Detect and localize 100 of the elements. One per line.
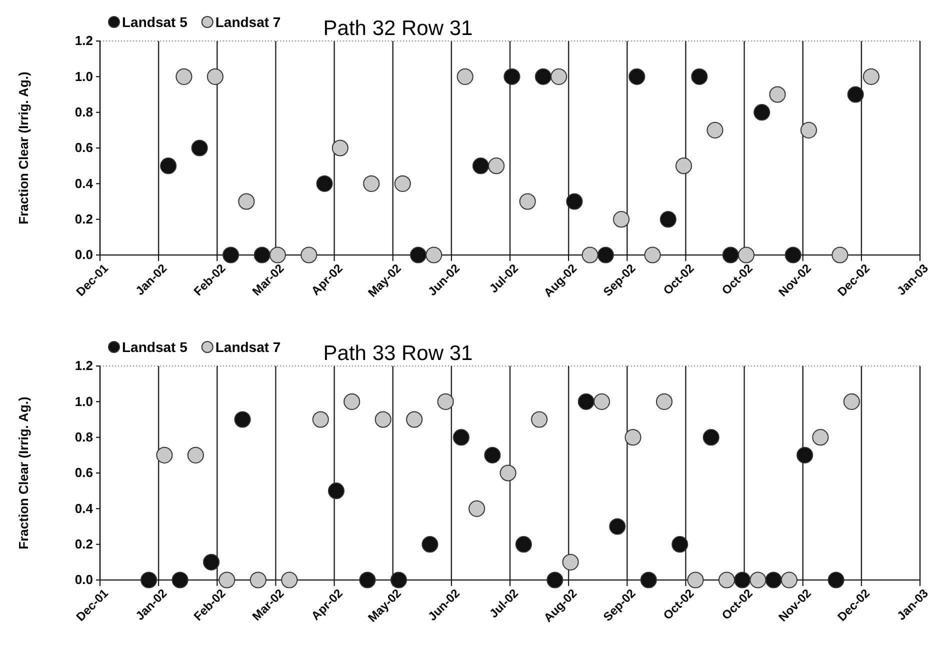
point <box>597 246 614 264</box>
point <box>750 572 766 588</box>
y-tick-label: 0.4 <box>74 500 94 516</box>
y-tick-label: 0.8 <box>74 104 93 120</box>
y-tick-label: 0.6 <box>74 465 93 480</box>
point <box>675 158 692 174</box>
y-tick-label: 0.4 <box>74 176 94 191</box>
point <box>452 429 470 446</box>
point <box>828 572 844 588</box>
point <box>203 554 220 570</box>
point <box>609 518 626 535</box>
y-tick-label: 1.2 <box>74 358 93 374</box>
legend-label: Landsat 7 <box>215 339 281 355</box>
point <box>359 572 376 588</box>
point <box>390 572 407 588</box>
point <box>847 86 864 103</box>
point <box>796 446 814 464</box>
point <box>691 68 708 85</box>
point <box>374 411 392 428</box>
point <box>172 572 188 588</box>
point <box>160 158 177 174</box>
point <box>687 572 704 588</box>
point <box>672 536 688 553</box>
point <box>468 500 486 517</box>
point <box>832 246 848 264</box>
point <box>234 411 251 428</box>
point <box>706 122 724 138</box>
point <box>784 246 802 264</box>
point <box>656 393 673 410</box>
point <box>206 68 224 85</box>
point <box>238 193 255 210</box>
point <box>550 68 568 85</box>
legend-label: Landsat 5 <box>122 14 188 30</box>
point <box>191 140 208 156</box>
point <box>660 211 676 228</box>
point <box>500 464 516 482</box>
point <box>187 446 204 464</box>
point <box>156 446 173 464</box>
y-tick-label: 0.2 <box>74 211 93 226</box>
chart-title: Path 32 Row 31 <box>323 17 473 40</box>
point <box>546 572 564 588</box>
point <box>519 193 536 210</box>
point <box>738 246 755 264</box>
point <box>426 246 442 264</box>
point <box>780 572 798 588</box>
legend-label: Landsat 5 <box>122 339 188 355</box>
point <box>800 122 817 138</box>
point <box>281 572 298 588</box>
point <box>363 175 380 192</box>
point <box>332 140 348 156</box>
point <box>344 393 360 410</box>
point <box>628 68 646 85</box>
point <box>582 246 598 264</box>
y-tick-label: 0.2 <box>74 536 93 552</box>
y-axis-title: Fraction Clear (Irrig. Ag.) <box>16 396 31 550</box>
point <box>300 246 318 264</box>
point <box>613 211 630 228</box>
point <box>312 411 329 428</box>
point <box>765 572 782 588</box>
point <box>394 175 411 192</box>
point <box>484 446 501 464</box>
point <box>812 429 829 446</box>
point <box>328 482 345 500</box>
point <box>566 193 583 210</box>
y-tick-label: 1.2 <box>74 33 93 48</box>
y-tick-label: 1.0 <box>74 394 93 409</box>
point <box>218 572 236 588</box>
point <box>644 246 661 264</box>
point <box>406 411 423 428</box>
y-tick-label: 0.0 <box>74 572 93 588</box>
y-tick-label: 0.6 <box>74 140 93 156</box>
point <box>843 393 860 410</box>
point <box>504 68 520 85</box>
point <box>593 393 610 410</box>
point <box>437 393 454 410</box>
point <box>624 429 642 446</box>
point <box>250 572 266 588</box>
y-tick-label: 0.8 <box>74 429 93 444</box>
point <box>488 158 505 174</box>
point <box>456 68 474 85</box>
point <box>562 554 579 570</box>
point <box>754 104 770 121</box>
point <box>769 86 786 103</box>
point <box>176 68 192 85</box>
point <box>578 393 594 410</box>
point <box>515 536 532 553</box>
point <box>718 572 735 588</box>
point <box>531 411 548 428</box>
point <box>640 572 657 588</box>
y-axis-title: Fraction Clear (Irrig. Ag.) <box>16 72 31 224</box>
point <box>410 246 427 264</box>
point <box>734 572 751 588</box>
y-tick-label: 0.0 <box>74 247 93 262</box>
point <box>534 68 552 85</box>
point <box>472 158 489 174</box>
point <box>316 175 333 192</box>
point <box>269 246 286 264</box>
y-tick-label: 1.0 <box>74 68 93 84</box>
legend-label: Landsat 7 <box>215 14 281 30</box>
point <box>862 68 880 85</box>
